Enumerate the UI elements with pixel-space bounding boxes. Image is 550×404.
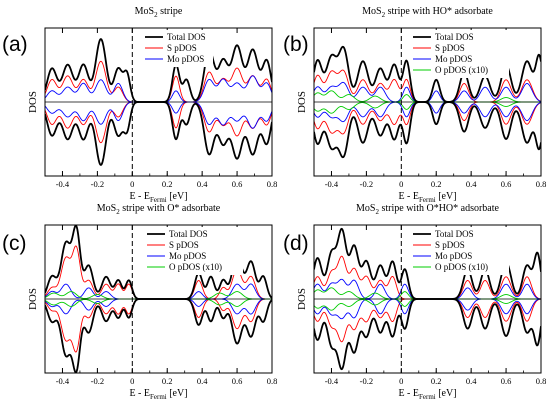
- legend-entry: S pDOS: [167, 43, 197, 53]
- x-tick-label: 0.4: [197, 179, 208, 189]
- x-tick-label: -0.2: [360, 376, 373, 386]
- plot-frame: [44, 224, 273, 374]
- mo-pdos-down-line: [314, 298, 541, 320]
- panel-label: (a): [2, 33, 28, 56]
- x-tick-label: 0.6: [232, 376, 243, 386]
- y-axis-label: DOS: [27, 288, 39, 310]
- x-tick-label: 0.8: [536, 376, 547, 386]
- x-tick-label: -0.4: [325, 376, 339, 386]
- mo-pdos-down-line: [45, 101, 272, 129]
- x-axis-label: E - EFermi [eV]: [398, 388, 456, 401]
- x-tick-label: 0.2: [431, 376, 442, 386]
- legend-entry: Mo pDOS: [169, 251, 206, 261]
- legend-entry: S pDOS: [435, 43, 465, 53]
- panel-title: MoS2 stripe with HO* adsorbate: [362, 6, 493, 19]
- plot-frame: [44, 27, 273, 177]
- mo-pdos-up-line: [45, 75, 272, 103]
- x-axis-label: E - EFermi [eV]: [129, 191, 187, 204]
- panel-label: (d): [283, 232, 309, 255]
- panel-title: MoS2 stripe with O*HO* adsorbate: [356, 203, 499, 216]
- legend-entry: Total DOS: [435, 229, 474, 239]
- x-tick-label: 0: [130, 376, 134, 386]
- o-pdos-x10-down-line: [314, 298, 541, 311]
- plot-frame: [313, 27, 542, 177]
- dos-panel-d: -0.4 -0.2 0 0.2 0.4 0.6 0.8 E - EFermi [eV] DOS M…: [283, 203, 546, 401]
- legend-entry: Total DOS: [435, 32, 474, 42]
- legend-entry: O pDOS (x10): [435, 262, 488, 272]
- x-tick-label: 0.4: [197, 376, 208, 386]
- x-tick-label: 0.8: [536, 179, 547, 189]
- x-tick-label: -0.2: [91, 179, 104, 189]
- o-pdos-x10-up-line: [314, 287, 541, 300]
- x-tick-label: 0.2: [431, 179, 442, 189]
- legend-entry: Mo pDOS: [435, 251, 472, 261]
- legend-entry: Mo pDOS: [167, 54, 204, 64]
- panel-label: (c): [2, 232, 27, 255]
- x-tick-label: -0.2: [91, 376, 104, 386]
- x-tick-label: 0.6: [501, 179, 512, 189]
- x-tick-label: 0.2: [162, 376, 173, 386]
- panel-title: MoS2 stripe: [135, 6, 183, 19]
- total-dos-down-line: [45, 101, 272, 166]
- x-tick-label: -0.2: [360, 179, 373, 189]
- mo-pdos-up-line: [314, 278, 541, 300]
- legend-entry: S pDOS: [435, 240, 465, 250]
- x-tick-label: 0.8: [267, 376, 278, 386]
- y-axis-label: DOS: [296, 288, 308, 310]
- plot-frame: [313, 224, 542, 374]
- x-tick-label: 0.4: [466, 179, 477, 189]
- x-tick-label: -0.4: [56, 179, 70, 189]
- x-tick-label: -0.4: [56, 376, 70, 386]
- legend-entry: O pDOS (x10): [169, 262, 222, 272]
- legend-entry: S pDOS: [169, 240, 199, 250]
- total-dos-down-line: [314, 298, 541, 371]
- x-tick-label: 0.6: [501, 376, 512, 386]
- y-axis-label: DOS: [27, 91, 39, 113]
- x-tick-label: 0.6: [232, 179, 243, 189]
- total-dos-down-line: [314, 101, 541, 159]
- dos-panel-a: -0.4 -0.2 0 0.2 0.4 0.6 0.8 E - EFermi [eV] DOS M…: [2, 6, 277, 204]
- x-axis-label: E - EFermi [eV]: [398, 191, 456, 204]
- legend-entry: Mo pDOS: [435, 54, 472, 64]
- x-tick-label: -0.4: [325, 179, 339, 189]
- x-tick-label: 0.8: [267, 179, 278, 189]
- x-tick-label: 0: [399, 376, 403, 386]
- x-tick-label: 0: [399, 179, 403, 189]
- y-axis-label: DOS: [296, 91, 308, 113]
- panel-title: MoS2 stripe with O* adsorbate: [97, 203, 221, 216]
- dos-panel-c: -0.4 -0.2 0 0.2 0.4 0.6 0.8 E - EFermi [eV] DOS M…: [2, 203, 277, 401]
- legend-entry: Total DOS: [167, 32, 206, 42]
- mo-pdos-up-line: [314, 81, 541, 103]
- total-dos-down-line: [45, 298, 272, 373]
- s-pdos-up-line: [45, 60, 272, 103]
- dos-panel-b: -0.4 -0.2 0 0.2 0.4 0.6 0.8 E - EFermi [eV] DOS M…: [283, 6, 546, 204]
- x-tick-label: 0.2: [162, 179, 173, 189]
- x-axis-label: E - EFermi [eV]: [129, 388, 187, 401]
- legend-entry: Total DOS: [169, 229, 208, 239]
- legend-entry: O pDOS (x10): [435, 65, 488, 75]
- mo-pdos-down-line: [314, 101, 541, 123]
- x-tick-label: 0: [130, 179, 134, 189]
- panel-label: (b): [283, 33, 309, 56]
- x-tick-label: 0.4: [466, 376, 477, 386]
- s-pdos-down-line: [45, 101, 272, 144]
